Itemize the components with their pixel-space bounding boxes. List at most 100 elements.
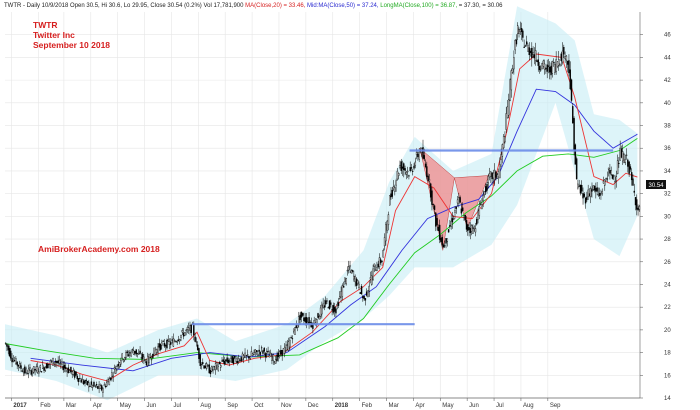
x-tick-label-17: Jun bbox=[469, 403, 479, 409]
candle-body-389 bbox=[502, 136, 505, 149]
candle-body-463 bbox=[597, 194, 600, 196]
y-tick-label-14: 14 bbox=[664, 396, 671, 402]
candle-body-119 bbox=[157, 346, 159, 354]
candle-body-480 bbox=[619, 147, 621, 161]
candle-body-474 bbox=[611, 174, 614, 179]
candle-body-18 bbox=[27, 368, 30, 374]
candle-body-414 bbox=[534, 50, 537, 61]
candle-body-421 bbox=[543, 63, 546, 70]
candle-body-268 bbox=[348, 266, 350, 271]
candle-body-43 bbox=[59, 362, 62, 365]
price-candles bbox=[4, 21, 641, 398]
candle-body-310 bbox=[401, 166, 404, 169]
candle-body-80 bbox=[107, 379, 109, 383]
candle-body-156 bbox=[204, 365, 207, 369]
candle-body-49 bbox=[67, 367, 70, 373]
candle-body-251 bbox=[326, 300, 328, 302]
candle-body-29 bbox=[42, 364, 44, 369]
candle-body-86 bbox=[115, 368, 117, 374]
candle-body-141 bbox=[185, 329, 187, 332]
candle-body-461 bbox=[595, 188, 597, 192]
candle-body-428 bbox=[552, 62, 555, 64]
candle-body-121 bbox=[159, 343, 162, 350]
candle-body-70 bbox=[94, 385, 96, 387]
candle-body-189 bbox=[246, 354, 249, 356]
candle-body-204 bbox=[266, 351, 268, 354]
candle-body-316 bbox=[409, 167, 411, 172]
candle-body-451 bbox=[582, 193, 584, 199]
candle-body-445 bbox=[574, 144, 577, 165]
x-tick-label-18: Jul bbox=[496, 403, 504, 409]
candle-body-183 bbox=[239, 360, 241, 362]
candle-body-165 bbox=[216, 362, 218, 366]
candle-body-197 bbox=[257, 353, 259, 356]
candle-body-450 bbox=[581, 184, 583, 192]
candle-body-83 bbox=[111, 372, 113, 378]
candle-body-368 bbox=[476, 219, 478, 225]
candle-body-107 bbox=[141, 353, 144, 360]
candle-body-392 bbox=[506, 106, 509, 119]
candle-body-163 bbox=[213, 366, 216, 368]
header-part-2: Mid:MA(Close,50) = 37.24, bbox=[307, 3, 380, 9]
candle-body-133 bbox=[175, 341, 177, 343]
candle-body-185 bbox=[241, 353, 244, 361]
candle-body-362 bbox=[468, 227, 470, 230]
candle-body-297 bbox=[385, 224, 387, 242]
candle-body-452 bbox=[583, 193, 586, 197]
candle-body-278 bbox=[360, 286, 363, 295]
candle-body-171 bbox=[223, 360, 226, 365]
x-tick-label-11: Dec bbox=[308, 403, 319, 409]
candle-body-207 bbox=[269, 352, 272, 357]
company-title: Twitter Inc bbox=[33, 30, 75, 40]
candle-body-483 bbox=[623, 154, 625, 163]
candle-body-248 bbox=[322, 303, 324, 308]
y-axis: 14 16 18 20 22 24 26 28 30 32 34 36 38 40 42 44 46 bbox=[640, 33, 671, 402]
x-axis: 2017 Feb Mar Apr May Jun Jul Aug Sep Oct Nov Dec 201… bbox=[5, 397, 640, 409]
candle-body-370 bbox=[478, 206, 481, 216]
candle-body-440 bbox=[568, 60, 570, 74]
candle-body-386 bbox=[499, 164, 501, 179]
candle-body-134 bbox=[176, 340, 178, 343]
candle-body-28 bbox=[40, 371, 43, 373]
candle-body-375 bbox=[485, 186, 487, 192]
candle-body-418 bbox=[540, 69, 542, 71]
candle-body-38 bbox=[53, 361, 56, 365]
candle-body-106 bbox=[140, 357, 143, 359]
candle-body-222 bbox=[289, 339, 291, 348]
candle-body-417 bbox=[538, 65, 541, 71]
y-tick-label-44: 44 bbox=[664, 55, 671, 61]
candle-body-74 bbox=[99, 385, 102, 389]
pattern-leg-bcd bbox=[454, 175, 490, 230]
candle-body-395 bbox=[510, 70, 513, 91]
candle-body-338 bbox=[437, 226, 440, 232]
candle-body-348 bbox=[450, 220, 452, 227]
candle-body-105 bbox=[139, 350, 141, 354]
candle-body-238 bbox=[309, 322, 312, 323]
candle-body-1 bbox=[6, 343, 8, 347]
candle-body-396 bbox=[511, 68, 514, 73]
candle-body-383 bbox=[495, 171, 497, 178]
candle-body-58 bbox=[79, 378, 81, 380]
candle-body-355 bbox=[459, 197, 461, 203]
candle-body-193 bbox=[252, 353, 254, 356]
candle-body-224 bbox=[291, 338, 294, 340]
candle-body-124 bbox=[163, 343, 166, 347]
candle-body-116 bbox=[153, 347, 155, 356]
y-tick-label-26: 26 bbox=[664, 260, 671, 266]
candle-body-47 bbox=[65, 367, 67, 369]
candle-body-177 bbox=[231, 356, 233, 363]
candle-body-472 bbox=[609, 169, 611, 174]
candle-body-72 bbox=[97, 386, 99, 389]
candle-body-264 bbox=[342, 285, 345, 288]
candle-body-434 bbox=[560, 53, 562, 61]
candle-body-214 bbox=[278, 351, 281, 356]
candle-body-270 bbox=[350, 270, 353, 274]
candle-body-45 bbox=[62, 365, 64, 371]
x-tick-label-6: Jul bbox=[173, 403, 181, 409]
candle-body-82 bbox=[109, 377, 112, 380]
candle-body-187 bbox=[244, 352, 246, 358]
candle-body-352 bbox=[455, 206, 457, 209]
candle-body-261 bbox=[339, 296, 341, 299]
candle-body-320 bbox=[414, 161, 417, 166]
candle-body-464 bbox=[598, 193, 601, 196]
